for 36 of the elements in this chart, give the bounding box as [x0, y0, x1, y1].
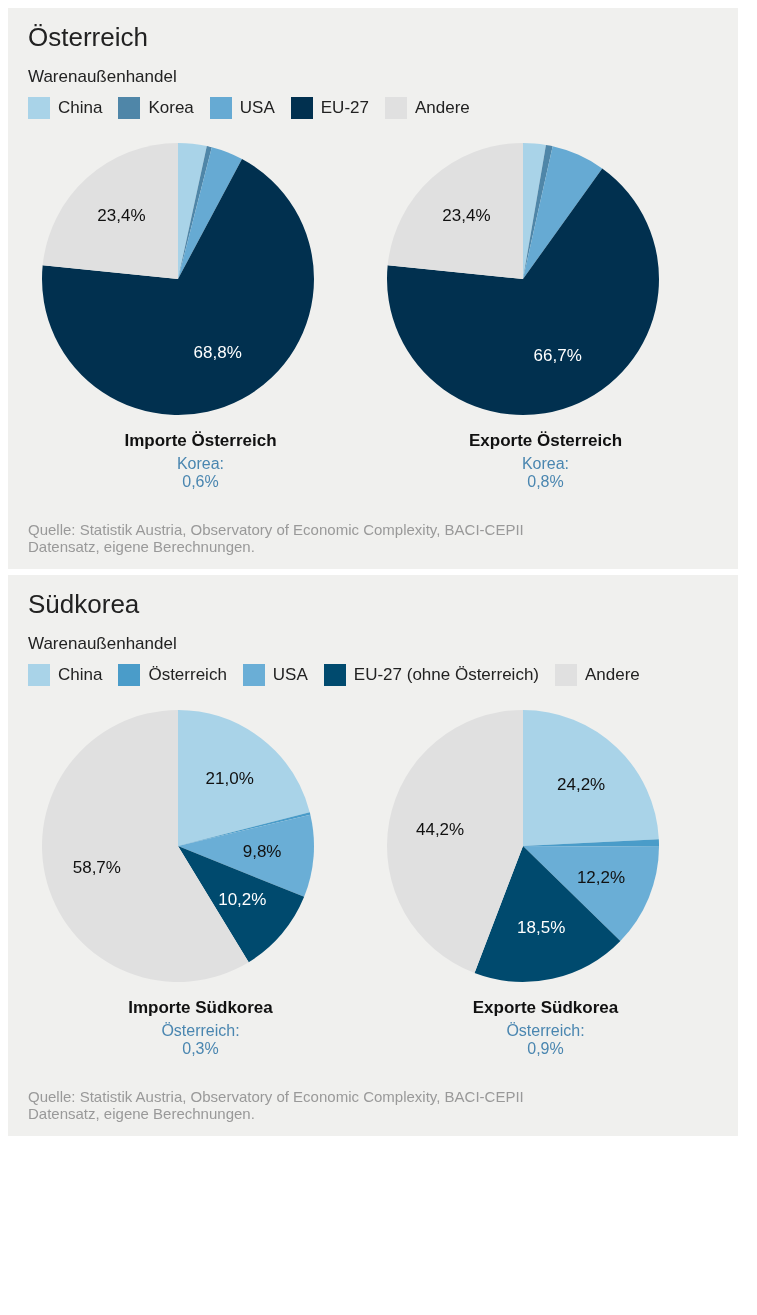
- chart-subtitle: Warenaußenhandel: [28, 634, 178, 654]
- text: Korea: 0,8%: [520, 455, 571, 491]
- data-label: 24,2%: [557, 774, 606, 794]
- text: Österreich: 0,3%: [160, 1022, 241, 1058]
- data-label: 58,7%: [72, 858, 121, 878]
- chart-subtitle: Warenaußenhandel: [28, 67, 178, 87]
- data-label: 9,8%: [242, 842, 282, 862]
- chart-title: Österreich: [28, 22, 149, 53]
- legend-label: Korea: [148, 98, 194, 118]
- data-label: 23,4%: [442, 206, 491, 226]
- legend-label: Andere: [585, 665, 640, 685]
- legend-label: Österreich: [148, 665, 227, 685]
- legend-label: China: [58, 98, 103, 118]
- slice-label: Importe Südkorea: [127, 998, 274, 1018]
- legend-label: EU-27: [320, 98, 369, 118]
- legend-label: China: [58, 665, 103, 685]
- data-label: 10,2%: [218, 890, 267, 910]
- legend-label: USA: [272, 665, 308, 685]
- slice-label: Exporte Österreich: [467, 431, 624, 451]
- data-label: 23,4%: [97, 206, 146, 226]
- slice-label: Exporte Südkorea: [471, 998, 620, 1018]
- slice-label: Importe Österreich: [123, 431, 278, 451]
- legend-label: EU-27 (ohne Österreich): [353, 665, 539, 685]
- chart-title: Südkorea: [28, 589, 141, 620]
- legend-label: Andere: [414, 98, 470, 118]
- data-label: 68,8%: [193, 343, 242, 363]
- data-label: 12,2%: [576, 867, 626, 887]
- text: Österreich: 0,9%: [505, 1022, 586, 1058]
- source-note: Quelle: Statistik Austria, Observatory of Economic Complexity, BACI-CEPII Datensatz, eigene Berechnungen.: [28, 1088, 525, 1122]
- data-label: 66,7%: [533, 345, 582, 365]
- legend-label: USA: [239, 98, 275, 118]
- text: Korea: 0,6%: [175, 455, 226, 491]
- data-label: 21,0%: [205, 769, 254, 789]
- data-label: 18,5%: [517, 918, 566, 938]
- source-note: Quelle: Statistik Austria, Observatory of Economic Complexity, BACI-CEPII Datensatz, eigene Berechnungen.: [28, 521, 525, 555]
- data-label: 44,2%: [415, 820, 465, 840]
